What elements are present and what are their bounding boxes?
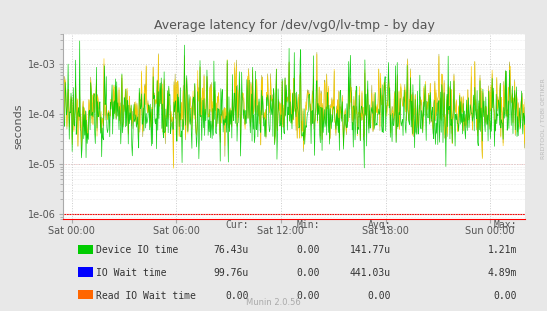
Text: 76.43u: 76.43u xyxy=(214,245,249,255)
Text: 0.00: 0.00 xyxy=(368,291,391,301)
Text: 441.03u: 441.03u xyxy=(350,268,391,278)
Text: 0.00: 0.00 xyxy=(493,291,517,301)
Text: 0.00: 0.00 xyxy=(296,245,320,255)
Text: 0.00: 0.00 xyxy=(296,291,320,301)
Title: Average latency for /dev/vg0/lv-tmp - by day: Average latency for /dev/vg0/lv-tmp - by… xyxy=(154,19,434,32)
Text: 141.77u: 141.77u xyxy=(350,245,391,255)
Text: Avg:: Avg: xyxy=(368,220,391,230)
Text: IO Wait time: IO Wait time xyxy=(96,268,166,278)
Text: 0.00: 0.00 xyxy=(296,268,320,278)
Y-axis label: seconds: seconds xyxy=(14,104,24,150)
Text: 1.21m: 1.21m xyxy=(487,245,517,255)
Text: Min:: Min: xyxy=(296,220,320,230)
Text: RRDTOOL / TOBI OETIKER: RRDTOOL / TOBI OETIKER xyxy=(541,78,546,159)
Text: 0.00: 0.00 xyxy=(225,291,249,301)
Text: 4.89m: 4.89m xyxy=(487,268,517,278)
Text: Read IO Wait time: Read IO Wait time xyxy=(96,291,196,301)
Text: Max:: Max: xyxy=(493,220,517,230)
Text: 99.76u: 99.76u xyxy=(214,268,249,278)
Text: Cur:: Cur: xyxy=(225,220,249,230)
Text: Munin 2.0.56: Munin 2.0.56 xyxy=(246,298,301,307)
Text: Device IO time: Device IO time xyxy=(96,245,178,255)
